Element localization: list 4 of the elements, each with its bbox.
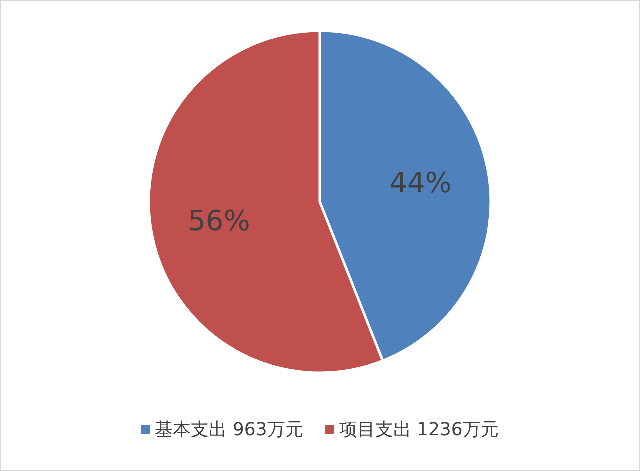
data-label: 44% [390, 166, 452, 200]
legend-label: 项目支出 1236万元 [339, 420, 499, 440]
data-label: 56% [188, 204, 250, 238]
legend-label: 基本支出 963万元 [155, 420, 304, 440]
